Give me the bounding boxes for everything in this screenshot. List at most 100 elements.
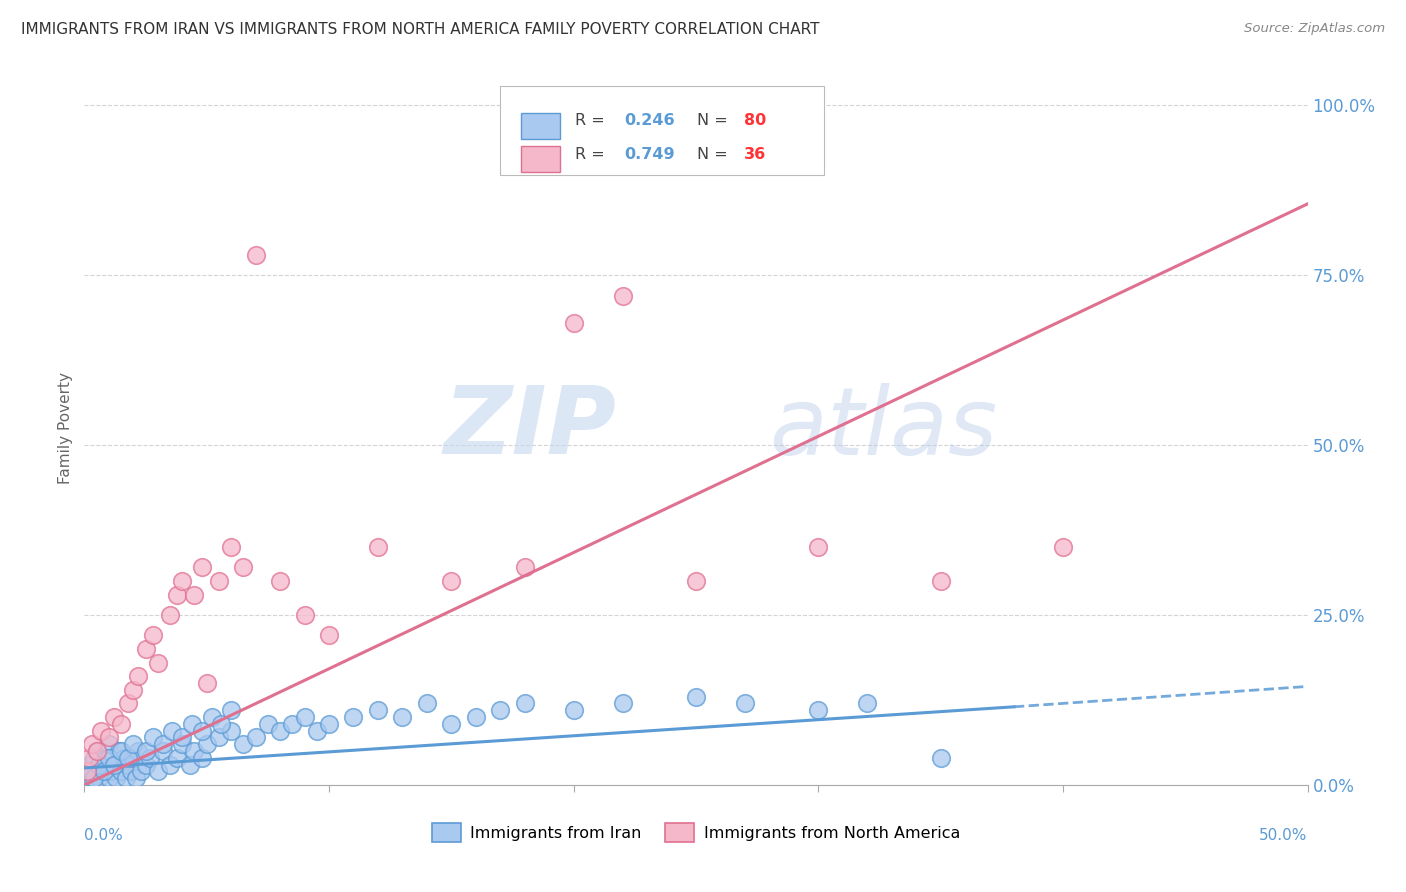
Point (195, 676, 218, 690)
Point (513, 560, 536, 574)
Point (562, 316, 585, 330)
Point (112, 751, 135, 765)
Point (122, 737, 145, 751)
Point (90, 757, 112, 772)
Point (96, 751, 118, 765)
Point (208, 731, 231, 745)
Point (80, 737, 103, 751)
Point (367, 540, 389, 554)
Point (219, 703, 242, 717)
Point (612, 697, 634, 711)
Point (97, 771, 120, 785)
Legend: Immigrants from Iran, Immigrants from North America: Immigrants from Iran, Immigrants from No… (426, 817, 966, 848)
Point (209, 716, 232, 731)
Point (80, 764, 103, 779)
Point (77, 757, 100, 772)
Point (83, 771, 105, 785)
Point (172, 574, 194, 588)
Point (232, 737, 254, 751)
Point (281, 716, 304, 731)
Point (367, 703, 389, 717)
Point (200, 710, 222, 724)
Text: ZIP: ZIP (443, 382, 616, 475)
Text: 0.246: 0.246 (624, 113, 675, 128)
Point (117, 757, 139, 772)
Text: 50.0%: 50.0% (1260, 828, 1308, 843)
Point (172, 731, 194, 745)
Point (76, 764, 98, 779)
Point (139, 751, 162, 765)
Point (86, 764, 108, 779)
Point (219, 540, 242, 554)
Point (80, 771, 103, 785)
Point (87, 771, 110, 785)
Point (191, 723, 214, 738)
Point (269, 723, 291, 738)
Point (685, 574, 707, 588)
Point (612, 288, 634, 302)
Point (122, 682, 145, 697)
Text: 0.749: 0.749 (624, 147, 675, 162)
Point (162, 723, 184, 738)
Point (929, 574, 952, 588)
Point (97, 751, 120, 765)
Text: 0.0%: 0.0% (84, 828, 124, 843)
Point (513, 697, 536, 711)
Text: R =: R = (575, 147, 610, 162)
Point (807, 703, 830, 717)
Point (135, 744, 157, 758)
Point (97, 737, 120, 751)
Point (127, 744, 149, 758)
Point (294, 608, 316, 623)
Point (416, 697, 439, 711)
Text: atlas: atlas (769, 383, 998, 474)
Point (83, 751, 105, 765)
Point (181, 716, 204, 731)
Point (391, 710, 413, 724)
Point (100, 764, 122, 779)
Point (135, 642, 157, 657)
Point (90, 723, 112, 738)
Point (191, 751, 214, 765)
Point (152, 737, 174, 751)
Point (122, 751, 145, 765)
Point (110, 744, 132, 758)
Point (232, 560, 254, 574)
Point (97, 731, 120, 745)
Point (152, 744, 174, 758)
Point (929, 751, 952, 765)
Point (257, 716, 280, 731)
Point (117, 697, 139, 711)
Point (86, 744, 108, 758)
Point (183, 744, 205, 758)
Point (166, 588, 188, 602)
Point (76, 764, 98, 779)
Text: R =: R = (575, 113, 610, 128)
Point (685, 690, 707, 704)
Point (305, 723, 328, 738)
Text: 36: 36 (744, 147, 766, 162)
Point (159, 757, 181, 772)
Point (269, 574, 291, 588)
Point (103, 757, 125, 772)
Point (734, 697, 756, 711)
Point (146, 656, 169, 670)
FancyBboxPatch shape (501, 86, 824, 175)
Point (125, 771, 148, 785)
Point (179, 757, 201, 772)
Point (159, 608, 181, 623)
Point (117, 751, 139, 765)
Point (103, 710, 125, 724)
Text: N =: N = (697, 113, 733, 128)
Point (208, 574, 231, 588)
Point (105, 771, 128, 785)
FancyBboxPatch shape (522, 146, 560, 172)
Point (342, 710, 364, 724)
Point (93, 764, 115, 779)
Point (191, 560, 214, 574)
Point (107, 744, 129, 758)
Point (183, 588, 205, 602)
Point (464, 710, 486, 724)
Y-axis label: Family Poverty: Family Poverty (58, 372, 73, 484)
Point (142, 628, 165, 642)
